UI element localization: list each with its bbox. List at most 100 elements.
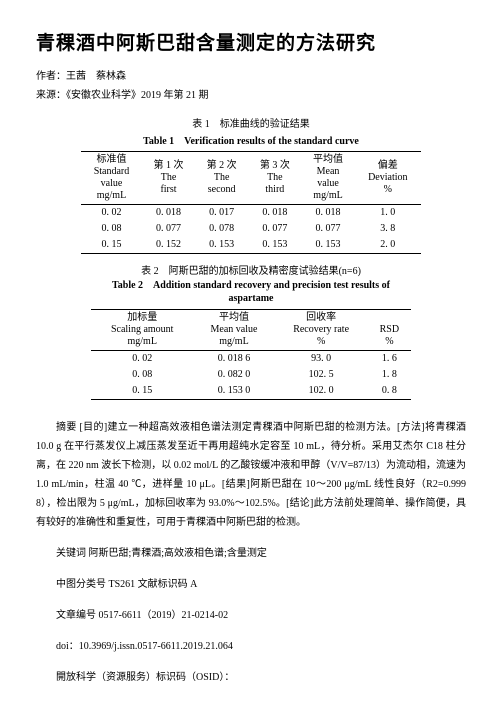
- t1-h-c2-en1: The: [214, 172, 230, 183]
- table1-caption-en: Table 1 Verification results of the stan…: [81, 132, 421, 147]
- t1-h-dev-unit: %: [384, 184, 392, 195]
- t2-r1-rsd: 1. 8: [368, 367, 411, 383]
- table-row: 0. 08 0. 082 0 102. 5 1. 8: [91, 367, 411, 383]
- source-label: 来源：: [36, 90, 66, 101]
- t2-h-rsd: RSD %: [368, 310, 411, 351]
- t2-h-rec: 回收率 Recovery rate %: [274, 310, 367, 351]
- t1-h-c2-en2: second: [208, 184, 236, 195]
- t1-h-std: 标准值 Standard value mg/mL: [81, 152, 142, 205]
- t2-h-rec-unit: %: [317, 336, 325, 347]
- t2-h-rec-en: Recovery rate: [293, 324, 349, 335]
- t2-h-scale-unit: mg/mL: [127, 336, 156, 347]
- t1-h-mean-unit: mg/mL: [313, 190, 342, 201]
- authors-label: 作者：: [36, 71, 66, 82]
- t1-h-std-en2: value: [101, 178, 123, 189]
- t2-h-scale-en: Scaling amount: [111, 324, 174, 335]
- table2-header-row: 加标量 Scaling amount mg/mL 平均值 Mean value …: [91, 310, 411, 351]
- t1-r1-c2: 0. 078: [195, 221, 248, 237]
- t1-h-c3-cn: 第 3 次: [260, 160, 290, 171]
- t1-r2-std: 0. 15: [81, 237, 142, 254]
- t1-h-c3: 第 3 次 The third: [248, 152, 301, 205]
- t1-h-dev-cn: 偏差: [378, 160, 398, 171]
- t1-r2-c2: 0. 153: [195, 237, 248, 254]
- t1-h-std-en1: Standard: [94, 166, 130, 177]
- t1-r0-c3: 0. 018: [248, 205, 301, 222]
- t2-h-mean-cn: 平均值: [219, 312, 249, 323]
- t1-h-mean-en1: Mean: [317, 166, 340, 177]
- t2-h-rsd-unit: %: [385, 336, 393, 347]
- t1-h-std-cn: 标准值: [96, 154, 126, 165]
- osid: 開放科学（资源服务）标识码（OSID）：: [36, 668, 466, 687]
- doi: doi：10.3969/j.issn.0517-6611.2019.21.064: [36, 637, 466, 656]
- t1-h-c2-cn: 第 2 次: [207, 160, 237, 171]
- t2-r2-rsd: 0. 8: [368, 383, 411, 400]
- t1-h-c1: 第 1 次 The first: [142, 152, 195, 205]
- t2-r1-mean: 0. 082 0: [193, 367, 274, 383]
- t1-r1-dev: 3. 8: [355, 221, 421, 237]
- t1-r2-mean: 0. 153: [301, 237, 354, 254]
- table-row: 0. 15 0. 152 0. 153 0. 153 0. 153 2. 0: [81, 237, 421, 254]
- t1-r1-std: 0. 08: [81, 221, 142, 237]
- table-row: 0. 02 0. 018 0. 017 0. 018 0. 018 1. 0: [81, 205, 421, 222]
- table1-wrap: 表 1 标准曲线的验证结果 Table 1 Verification resul…: [81, 115, 421, 254]
- t2-r1-rec: 102. 5: [274, 367, 367, 383]
- t1-r2-c1: 0. 152: [142, 237, 195, 254]
- table1-header-row: 标准值 Standard value mg/mL 第 1 次 The first…: [81, 152, 421, 205]
- t2-h-scale-cn: 加标量: [127, 312, 157, 323]
- t1-h-c1-cn: 第 1 次: [154, 160, 184, 171]
- t2-r2-rec: 102. 0: [274, 383, 367, 400]
- page: 青稞酒中阿斯巴甜含量测定的方法研究 作者：王茜 蔡林森 来源：《安徽农业科学》2…: [0, 0, 502, 707]
- table-row: 0. 08 0. 077 0. 078 0. 077 0. 077 3. 8: [81, 221, 421, 237]
- t2-h-mean: 平均值 Mean value mg/mL: [193, 310, 274, 351]
- t1-h-mean-en2: value: [317, 178, 339, 189]
- t1-r0-std: 0. 02: [81, 205, 142, 222]
- authors: 王茜 蔡林森: [66, 71, 126, 82]
- t1-h-c3-en1: The: [267, 172, 283, 183]
- table2-caption-en: Table 2 Addition standard recovery and p…: [91, 279, 411, 305]
- t1-r0-dev: 1. 0: [355, 205, 421, 222]
- t2-r0-rsd: 1. 6: [368, 351, 411, 368]
- table-row: 0. 15 0. 153 0 102. 0 0. 8: [91, 383, 411, 400]
- table-row: 0. 02 0. 018 6 93. 0 1. 6: [91, 351, 411, 368]
- t2-r1-scale: 0. 08: [91, 367, 193, 383]
- t1-r1-c1: 0. 077: [142, 221, 195, 237]
- t1-h-c2: 第 2 次 The second: [195, 152, 248, 205]
- t1-h-c1-en2: first: [160, 184, 176, 195]
- source: 《安徽农业科学》2019 年第 21 期: [66, 90, 209, 101]
- article-id: 文章编号 0517-6611（2019）21-0214-02: [36, 606, 466, 625]
- t1-h-mean-cn: 平均值: [313, 154, 343, 165]
- abstract: 摘要 [目的]建立一种超高效液相色谱法测定青稞酒中阿斯巴甜的检测方法。[方法]将…: [36, 418, 466, 532]
- source-line: 来源：《安徽农业科学》2019 年第 21 期: [36, 86, 466, 101]
- t2-r2-mean: 0. 153 0: [193, 383, 274, 400]
- t2-r0-rec: 93. 0: [274, 351, 367, 368]
- t1-h-c1-en1: The: [161, 172, 177, 183]
- t1-r1-c3: 0. 077: [248, 221, 301, 237]
- t2-r0-scale: 0. 02: [91, 351, 193, 368]
- t1-r2-dev: 2. 0: [355, 237, 421, 254]
- t1-h-std-unit: mg/mL: [97, 190, 126, 201]
- keywords: 关键词 阿斯巴甜;青稞酒;高效液相色谱;含量测定: [36, 544, 466, 563]
- t1-r2-c3: 0. 153: [248, 237, 301, 254]
- article-title: 青稞酒中阿斯巴甜含量测定的方法研究: [36, 28, 466, 55]
- table2-caption-cn: 表 2 阿斯巴甜的加标回收及精密度试验结果(n=6): [91, 262, 411, 277]
- t2-h-rec-cn: 回收率: [306, 312, 336, 323]
- authors-line: 作者：王茜 蔡林森: [36, 67, 466, 82]
- t2-r0-mean: 0. 018 6: [193, 351, 274, 368]
- table1-caption-cn: 表 1 标准曲线的验证结果: [81, 115, 421, 130]
- clc: 中图分类号 TS261 文献标识码 A: [36, 575, 466, 594]
- t2-h-mean-en: Mean value: [210, 324, 257, 335]
- t1-h-dev: 偏差 Deviation %: [355, 152, 421, 205]
- t2-h-mean-unit: mg/mL: [219, 336, 248, 347]
- t1-h-dev-en1: Deviation: [368, 172, 407, 183]
- t2-r2-scale: 0. 15: [91, 383, 193, 400]
- table2: 加标量 Scaling amount mg/mL 平均值 Mean value …: [91, 309, 411, 400]
- t1-r0-mean: 0. 018: [301, 205, 354, 222]
- t2-h-rsd-en: RSD: [380, 324, 399, 335]
- t1-r0-c1: 0. 018: [142, 205, 195, 222]
- t2-h-scale: 加标量 Scaling amount mg/mL: [91, 310, 193, 351]
- t1-r1-mean: 0. 077: [301, 221, 354, 237]
- t1-h-mean: 平均值 Mean value mg/mL: [301, 152, 354, 205]
- t1-r0-c2: 0. 017: [195, 205, 248, 222]
- t1-h-c3-en2: third: [265, 184, 284, 195]
- table2-wrap: 表 2 阿斯巴甜的加标回收及精密度试验结果(n=6) Table 2 Addit…: [91, 262, 411, 400]
